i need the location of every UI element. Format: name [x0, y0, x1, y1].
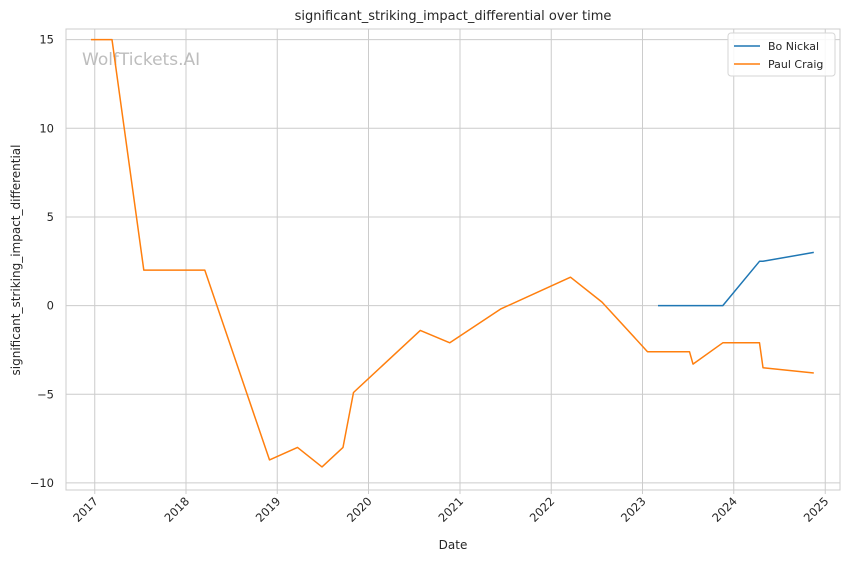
series-line-bo-nickal — [658, 251, 814, 307]
series-layer — [91, 38, 814, 468]
x-axis-label: Date — [439, 538, 468, 552]
chart-title: significant_striking_impact_differential… — [295, 9, 612, 24]
y-tick-label: 10 — [39, 121, 54, 135]
legend-box — [727, 32, 836, 77]
plot-frame — [65, 28, 841, 491]
x-tick-labels: 2017 2018 2019 2020 2021 2022 2023 2024 2025 — [70, 494, 831, 525]
legend-label-paul-craig: Paul Craig — [768, 58, 823, 71]
x-tick-label: 2019 — [253, 494, 284, 525]
x-tick-label: 2025 — [801, 494, 832, 525]
watermark: WolfTickets.AI — [82, 50, 200, 70]
legend-label-bo-nickal: Bo Nickal — [768, 40, 819, 53]
x-tick-label: 2018 — [162, 494, 193, 525]
y-tick-label: 15 — [39, 33, 54, 47]
series-line-paul-craig — [91, 38, 814, 468]
y-tick-label: 0 — [47, 299, 54, 313]
y-axis-label: significant_striking_impact_differential — [9, 145, 23, 376]
x-tick-label: 2021 — [436, 494, 467, 525]
x-tick-label: 2023 — [618, 494, 649, 525]
y-tick-label: −5 — [37, 387, 54, 401]
y-tick-label: 5 — [47, 210, 54, 224]
x-tick-label: 2020 — [344, 494, 375, 525]
y-tick-label: −10 — [30, 476, 54, 490]
grid-lines — [66, 29, 840, 494]
y-tick-labels: −10 −5 0 5 10 15 — [30, 33, 54, 490]
x-tick-label: 2024 — [709, 494, 740, 525]
x-tick-label: 2022 — [527, 494, 558, 525]
legend: Bo Nickal Paul Craig — [727, 32, 836, 77]
x-tick-label: 2017 — [70, 494, 101, 525]
